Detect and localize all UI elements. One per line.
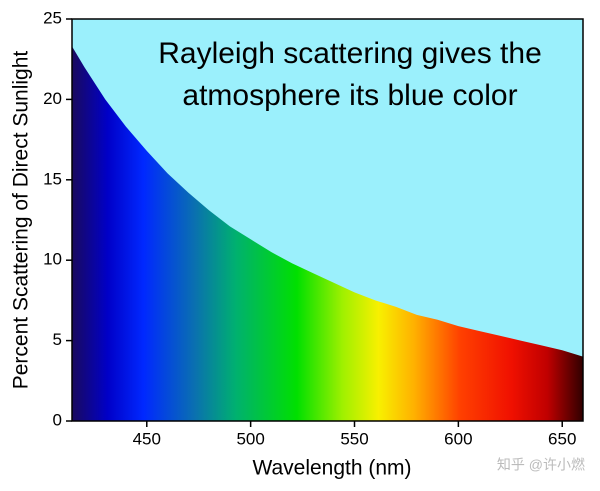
x-axis-label: Wavelength (nm) xyxy=(252,457,411,480)
y-tick-label: 10 xyxy=(43,250,62,269)
x-tick-label: 500 xyxy=(236,429,264,448)
y-tick-label: 5 xyxy=(53,330,62,349)
spectrum-area xyxy=(72,46,583,421)
x-tick-label: 450 xyxy=(133,429,161,448)
x-tick-label: 600 xyxy=(444,429,472,448)
y-tick-label: 25 xyxy=(43,8,62,27)
x-tick-label: 650 xyxy=(548,429,576,448)
annotation: atmosphere its blue color xyxy=(182,79,517,112)
plot-frame xyxy=(71,18,584,422)
annotation: Rayleigh scattering gives the xyxy=(158,37,542,70)
y-tick-label: 0 xyxy=(53,410,62,429)
y-tick-label: 20 xyxy=(43,89,62,108)
x-tick-label: 550 xyxy=(340,429,368,448)
y-tick-label: 15 xyxy=(43,169,62,188)
watermark: 知乎 @许小燃 xyxy=(497,457,585,473)
y-axis-label: Percent Scattering of Direct Sunlight xyxy=(10,51,33,390)
